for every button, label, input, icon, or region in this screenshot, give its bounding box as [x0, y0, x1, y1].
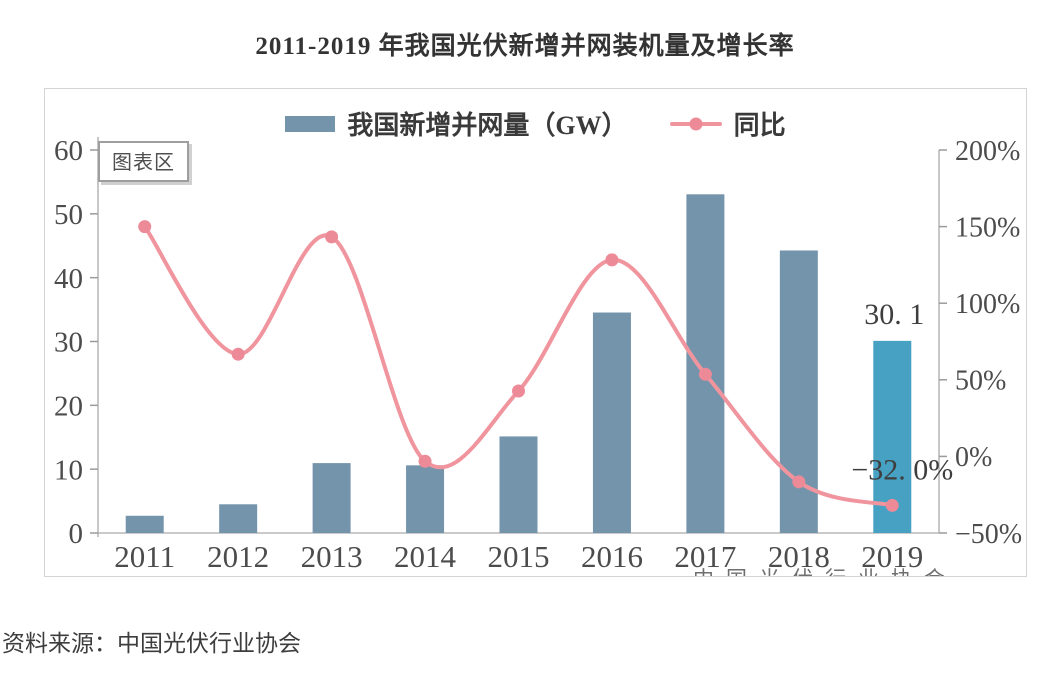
line-point-2011 — [138, 220, 152, 234]
chart-plot: 60 50 40 30 20 10 0 200% 150% 100% 50% 0% −50% 2011 20… — [54, 135, 1022, 576]
line-point-2019 — [885, 498, 899, 512]
line-point-2016 — [605, 253, 619, 267]
left-axis-tick-label: 50 — [54, 199, 83, 231]
bar-2017 — [686, 194, 725, 533]
legend-item-bar-series: 我国新增并网量（GW） — [285, 105, 628, 142]
x-axis-label-2015: 2015 — [488, 539, 550, 574]
line-point-2013 — [325, 230, 339, 244]
x-axis-label-2017: 2017 — [674, 539, 736, 574]
x-axis-label-2013: 2013 — [301, 539, 363, 574]
x-axis-label-2014: 2014 — [394, 539, 457, 574]
watermark-fragment: 中国光伏行业协会 — [693, 567, 957, 576]
chart-area: 我国新增并网量（GW） 同比 图表区 60 50 40 30 20 10 0 200% 150%… — [44, 88, 1027, 577]
line-point-2012 — [231, 347, 245, 361]
left-axis-tick-label: 40 — [54, 263, 83, 295]
left-axis-tick-label: 60 — [54, 135, 83, 167]
line-series-dot-icon — [689, 117, 703, 130]
right-axis-tick-label: −50% — [955, 519, 1022, 550]
legend-item-line-series: 同比 — [669, 105, 786, 142]
x-axis-label-2018: 2018 — [768, 539, 830, 574]
growth-line — [142, 224, 895, 508]
chart-title: 2011-2019 年我国光伏新增并网装机量及增长率 — [255, 33, 795, 60]
left-axis-tick-label: 10 — [54, 454, 83, 486]
right-axis-tick-label: 100% — [955, 289, 1020, 320]
bar-2014 — [406, 465, 445, 533]
bar-series-swatch-icon — [285, 115, 336, 132]
right-axis-tick-label: 200% — [955, 136, 1020, 167]
bar-2011 — [125, 515, 164, 533]
legend: 我国新增并网量（GW） 同比 — [45, 105, 1026, 142]
x-axis-label-2019: 2019 — [861, 539, 923, 574]
x-axis-label-2011: 2011 — [114, 539, 175, 574]
line-series-marker-icon — [669, 117, 722, 130]
bar-2019-data-label: 30. 1 — [864, 298, 924, 331]
left-axis-tick-label: 0 — [69, 518, 84, 550]
source-note: 资料来源：中国光伏行业协会 — [2, 630, 301, 656]
right-axis-tick-label: 150% — [955, 212, 1020, 243]
x-axis-label-2012: 2012 — [207, 539, 269, 574]
bar-2013 — [312, 463, 351, 533]
x-axis-label-2016: 2016 — [581, 539, 643, 574]
legend-bar-series-label: 我国新增并网量（GW） — [347, 111, 628, 140]
bar-2012 — [219, 504, 258, 533]
plot-area-tooltip: 图表区 — [98, 141, 189, 182]
bar-2016 — [592, 312, 631, 533]
left-axis-tick-label: 30 — [54, 327, 83, 359]
left-axis-tick-label: 20 — [54, 390, 83, 422]
line-2019-data-label: −32. 0% — [851, 453, 953, 486]
right-axis-tick-label: 0% — [955, 442, 992, 473]
line-point-2014 — [418, 454, 432, 468]
line-point-2017 — [698, 367, 712, 381]
line-point-2015 — [512, 384, 525, 398]
right-axis-tick-label: 50% — [955, 366, 1006, 397]
legend-line-series-label: 同比 — [733, 111, 786, 140]
line-point-2018 — [792, 475, 806, 489]
bar-2015 — [499, 436, 538, 533]
